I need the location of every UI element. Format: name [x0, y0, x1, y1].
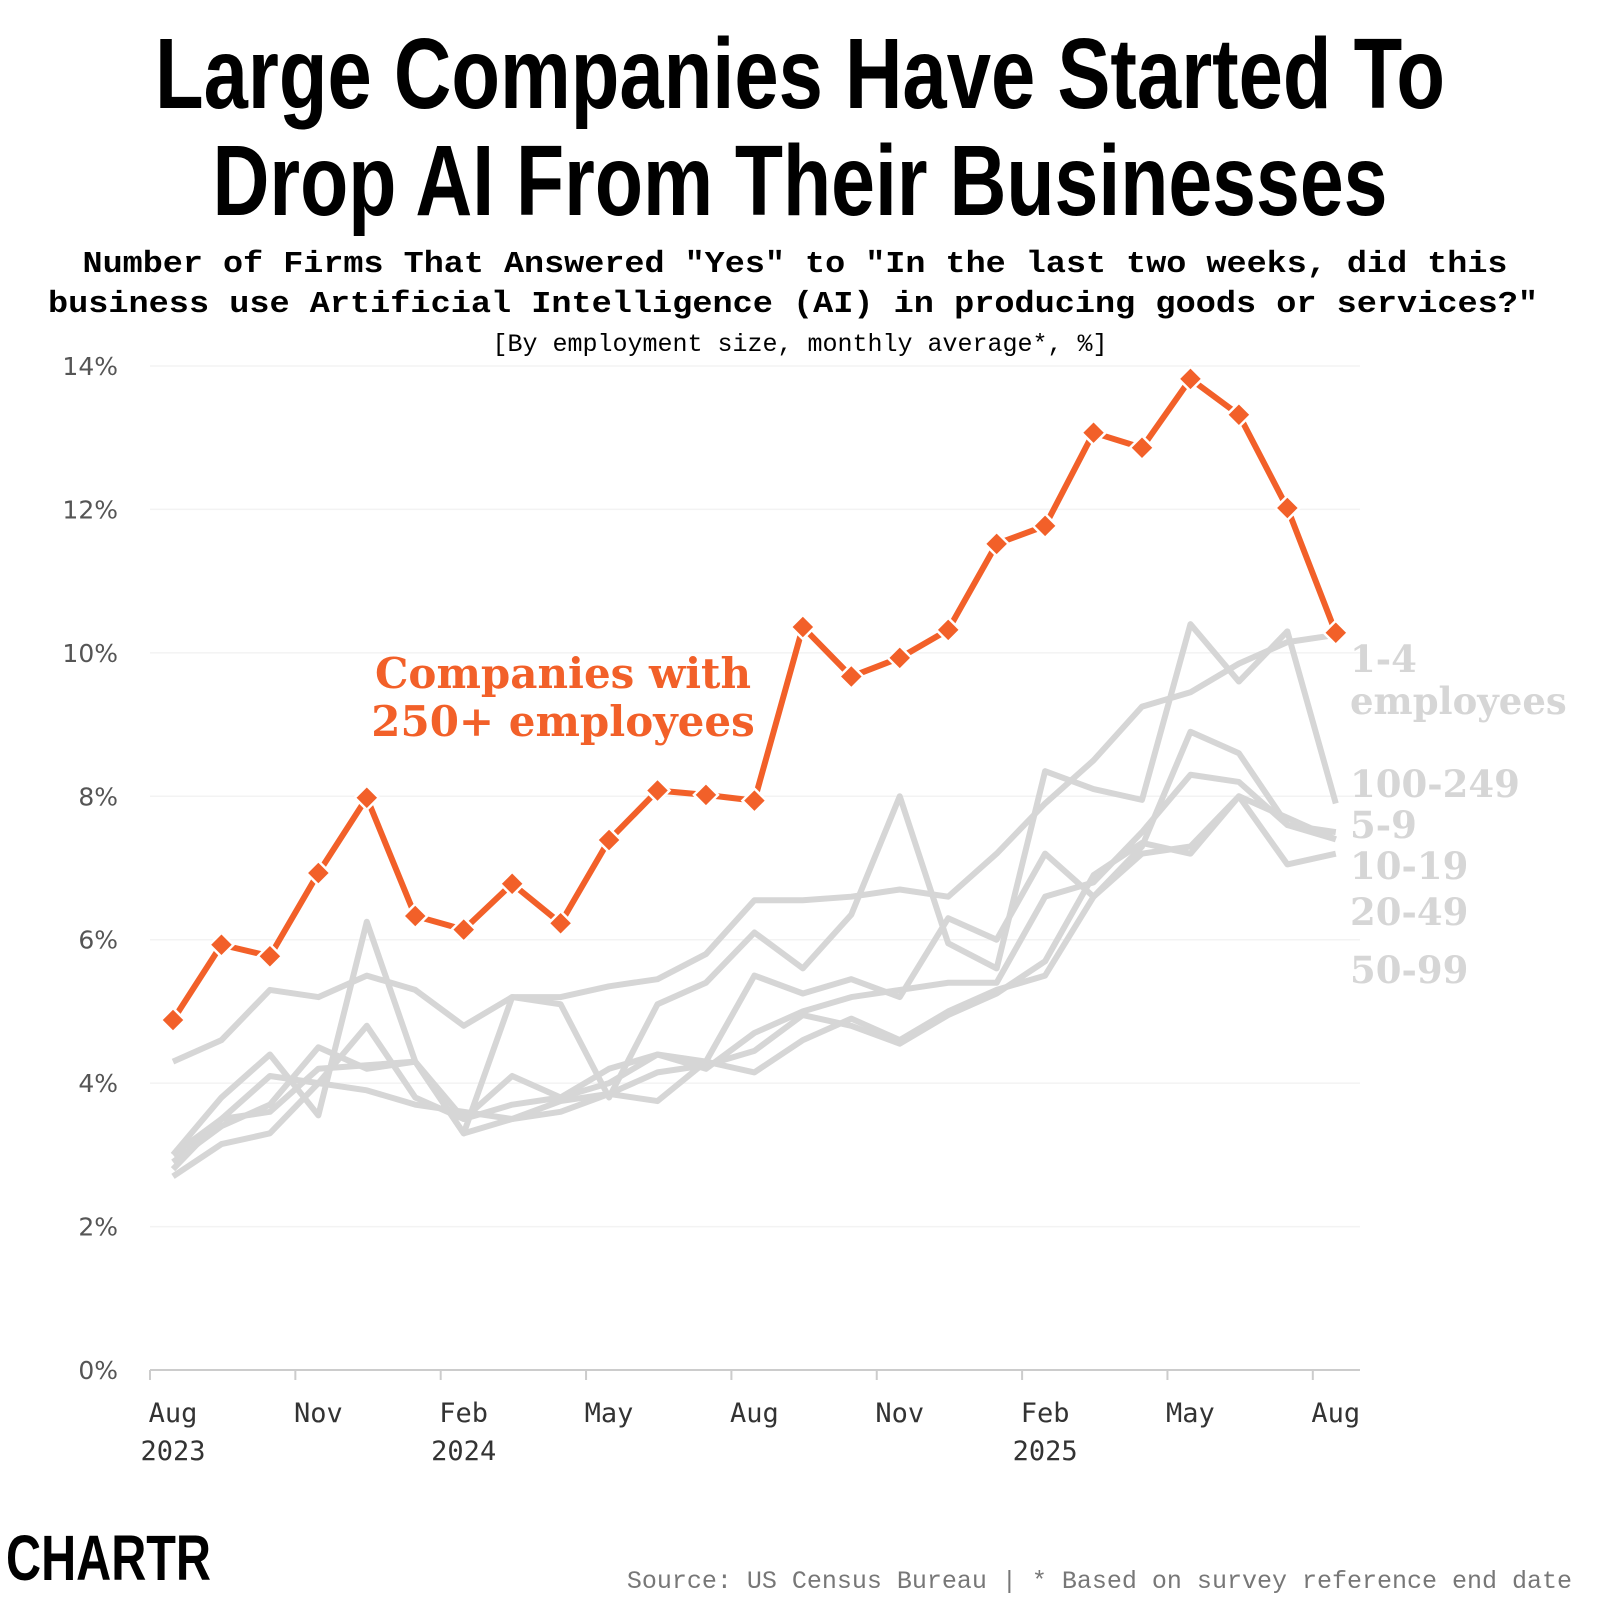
data-point-250-plus — [1225, 400, 1253, 429]
x-tick-month: May — [1166, 1398, 1215, 1429]
chart-subtitle-line-2: business use Artificial Intelligence (AI… — [48, 287, 1538, 322]
y-tick-label: 10% — [62, 639, 118, 668]
chart-subtitle-line-1: Number of Firms That Answered "Yes" to "… — [83, 247, 1508, 282]
x-tick-month: Feb — [439, 1398, 488, 1429]
series-line-10-19 — [170, 771, 1337, 1172]
chart-title-line-2: Drop AI From Their Businesses — [213, 125, 1388, 237]
data-point-250-plus — [401, 902, 430, 930]
x-tick-month: Nov — [875, 1398, 924, 1429]
y-tick-label: 8% — [78, 782, 118, 811]
data-point-250-plus — [1128, 433, 1156, 462]
data-point-250-plus — [643, 776, 672, 805]
x-tick-month: Aug — [730, 1398, 779, 1429]
data-point-250-plus — [837, 662, 866, 691]
y-tick-label: 12% — [62, 495, 118, 524]
data-point-250-plus — [692, 781, 720, 809]
data-point-250-plus — [207, 930, 236, 959]
annotation-250-line-2: 250+ employees — [371, 697, 754, 746]
data-point-250-plus — [1031, 512, 1059, 540]
series-label: employees — [1350, 679, 1567, 723]
data-point-250-plus — [934, 616, 962, 644]
data-point-250-plus — [256, 942, 284, 970]
chart-note: [By employment size, monthly average*, %… — [492, 330, 1107, 359]
data-point-250-plus — [1273, 494, 1302, 522]
series-line-1-4-employees — [171, 631, 1337, 1065]
series-label: 50-99 — [1350, 948, 1468, 992]
data-point-250-plus — [789, 613, 817, 641]
y-tick-label: 0% — [78, 1356, 118, 1385]
chartr-logo: CHARTR — [6, 1522, 211, 1594]
x-tick-month: Nov — [294, 1398, 343, 1429]
x-tick-year: 2024 — [431, 1436, 496, 1467]
y-tick-label: 14% — [62, 352, 118, 381]
x-tick-year: 2023 — [140, 1436, 205, 1467]
series-line-50-99 — [171, 793, 1338, 1158]
chart-title-line-1: Large Companies Have Started To — [155, 18, 1445, 130]
data-point-250-plus — [304, 859, 333, 887]
y-tick-label: 4% — [78, 1069, 118, 1098]
series-label: 20-49 — [1350, 890, 1468, 934]
data-point-250-plus — [595, 826, 623, 854]
x-tick-month: Feb — [1021, 1398, 1070, 1429]
x-tick-month: Aug — [149, 1398, 198, 1429]
annotation-250-line-1: Companies with — [375, 649, 751, 698]
data-point-250-plus — [740, 786, 769, 815]
data-point-250-plus — [1079, 418, 1108, 447]
series-label: 5-9 — [1350, 803, 1417, 847]
data-point-250-plus — [885, 644, 914, 672]
data-point-250-plus — [546, 909, 575, 937]
data-point-250-plus — [159, 1006, 187, 1034]
data-point-250-plus — [498, 870, 526, 898]
series-label: 100-249 — [1350, 762, 1520, 806]
series-label: 1-4 — [1350, 637, 1417, 681]
series-label: 10-19 — [1350, 844, 1468, 888]
data-point-250-plus — [1176, 365, 1205, 393]
x-tick-month: May — [585, 1398, 634, 1429]
data-point-250-plus — [449, 915, 478, 944]
data-point-250-plus — [1322, 619, 1350, 647]
x-tick-year: 2025 — [1013, 1436, 1078, 1467]
series-line-100-249 — [170, 621, 1339, 1157]
data-point-250-plus — [982, 530, 1011, 558]
series-line-20-49 — [171, 793, 1337, 1179]
data-point-250-plus — [353, 783, 381, 812]
y-tick-label: 2% — [78, 1213, 118, 1242]
x-tick-month: Aug — [1311, 1398, 1360, 1429]
source-note: Source: US Census Bureau | * Based on su… — [627, 1567, 1572, 1596]
y-tick-label: 6% — [78, 926, 118, 955]
